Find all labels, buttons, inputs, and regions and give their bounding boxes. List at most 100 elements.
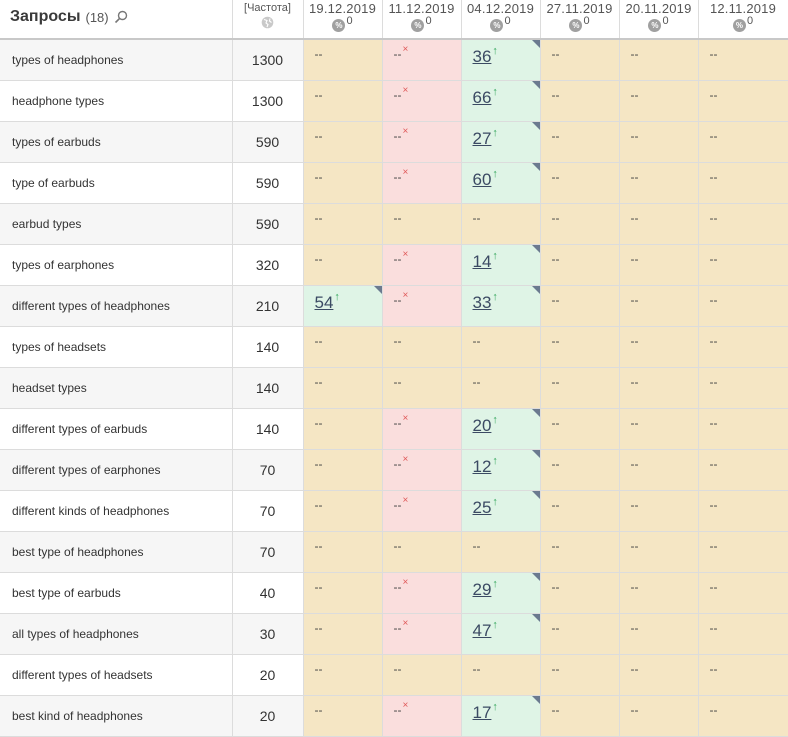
- no-position-text: --: [393, 210, 402, 225]
- percent-icon[interactable]: %: [411, 19, 425, 32]
- query-cell[interactable]: best kind of headphones: [0, 695, 233, 737]
- frequency-column-header[interactable]: [Частота]: [232, 0, 304, 39]
- no-data-cell: --: [303, 80, 383, 122]
- date-column-header[interactable]: 11.12.2019 % 0: [382, 0, 462, 39]
- dropped-cell: --×: [382, 80, 462, 122]
- corner-marker-icon[interactable]: [531, 40, 540, 48]
- corner-marker-icon[interactable]: [373, 285, 382, 294]
- no-position-text: --: [551, 497, 560, 512]
- date-column-header[interactable]: 27.11.2019 % 0: [540, 0, 620, 39]
- no-position-text: --: [314, 579, 323, 594]
- position-link[interactable]: 25: [472, 497, 492, 517]
- table-row: types of headphones 1300 -- --× 36↑ -- -- --: [0, 39, 788, 81]
- no-position-text: --: [393, 415, 402, 430]
- arrow-up-icon: ↑: [492, 45, 498, 57]
- no-position-text: --: [709, 128, 718, 143]
- query-cell[interactable]: different types of headsets: [0, 654, 233, 696]
- query-cell[interactable]: different types of earbuds: [0, 408, 233, 450]
- frequency-cell: 320: [232, 244, 304, 286]
- no-data-cell: --: [540, 408, 620, 450]
- no-data-cell: --: [303, 203, 383, 245]
- position-link[interactable]: 66: [472, 87, 492, 107]
- no-position-text: --: [314, 169, 323, 184]
- percent-icon[interactable]: %: [332, 19, 346, 32]
- query-cell[interactable]: types of earbuds: [0, 121, 233, 163]
- query-cell[interactable]: types of headsets: [0, 326, 233, 368]
- corner-marker-icon[interactable]: [531, 80, 540, 89]
- no-data-cell: --: [619, 80, 699, 122]
- corner-marker-icon[interactable]: [531, 572, 540, 581]
- position-link[interactable]: 47: [472, 620, 492, 640]
- query-cell[interactable]: different types of earphones: [0, 449, 233, 491]
- position-link[interactable]: 33: [472, 292, 492, 312]
- rank-cell: 47↑: [461, 613, 541, 655]
- position-link[interactable]: 54: [314, 292, 334, 312]
- query-cell[interactable]: different types of headphones: [0, 285, 233, 327]
- corner-marker-icon[interactable]: [531, 449, 540, 458]
- query-cell[interactable]: types of earphones: [0, 244, 233, 286]
- no-position-text: --: [551, 251, 560, 266]
- corner-marker-icon[interactable]: [531, 162, 540, 171]
- dropped-cell: --×: [382, 162, 462, 204]
- percent-icon[interactable]: %: [732, 19, 746, 32]
- query-cell[interactable]: types of headphones: [0, 39, 233, 81]
- table-row: different types of headsets 20 -- -- -- -- -- -…: [0, 654, 788, 696]
- corner-marker-icon[interactable]: [531, 408, 540, 417]
- cross-icon: ×: [402, 84, 409, 96]
- position-link[interactable]: 36: [472, 47, 492, 66]
- corner-marker-icon[interactable]: [531, 490, 540, 499]
- query-cell[interactable]: headset types: [0, 367, 233, 409]
- no-position-text: --: [472, 538, 481, 553]
- dropped-cell: --×: [382, 244, 462, 286]
- cross-icon: ×: [402, 125, 409, 137]
- no-data-cell: --: [698, 39, 788, 81]
- no-data-cell: --: [698, 162, 788, 204]
- no-data-cell: --: [461, 203, 541, 245]
- percent-icon[interactable]: %: [648, 19, 662, 32]
- table-row: best kind of headphones 20 -- --× 17↑ -- -- --: [0, 695, 788, 737]
- no-data-cell: --: [303, 572, 383, 614]
- percent-value: 0: [662, 15, 669, 27]
- position-link[interactable]: 12: [472, 456, 492, 476]
- query-cell[interactable]: different kinds of headphones: [0, 490, 233, 532]
- percent-icon[interactable]: %: [569, 19, 583, 32]
- query-cell[interactable]: best type of earbuds: [0, 572, 233, 614]
- query-cell[interactable]: all types of headphones: [0, 613, 233, 655]
- no-position-text: --: [393, 87, 402, 102]
- no-position-text: --: [709, 538, 718, 553]
- percent-icon[interactable]: %: [490, 19, 504, 32]
- corner-marker-icon[interactable]: [531, 695, 540, 704]
- position-link[interactable]: 14: [472, 251, 492, 271]
- no-position-text: --: [630, 661, 639, 676]
- no-position-text: --: [551, 456, 560, 471]
- position-link[interactable]: 20: [472, 415, 492, 435]
- no-position-text: --: [551, 620, 560, 635]
- position-link[interactable]: 60: [472, 169, 492, 189]
- corner-marker-icon[interactable]: [531, 285, 540, 294]
- date-column-header[interactable]: 19.12.2019 % 0: [303, 0, 383, 39]
- no-data-cell: --: [619, 39, 699, 81]
- frequency-cell: 20: [232, 654, 304, 696]
- query-cell[interactable]: best type of headphones: [0, 531, 233, 573]
- date-label: 19.12.2019: [308, 1, 377, 16]
- no-data-cell: --: [619, 531, 699, 573]
- dropped-cell: --×: [382, 285, 462, 327]
- query-cell[interactable]: headphone types: [0, 80, 233, 122]
- date-column-header[interactable]: 04.12.2019 % 0: [461, 0, 541, 39]
- position-link[interactable]: 27: [472, 128, 492, 148]
- corner-marker-icon[interactable]: [531, 613, 540, 622]
- corner-marker-icon[interactable]: [531, 121, 540, 130]
- date-column-header[interactable]: 12.11.2019 % 0: [698, 0, 788, 39]
- no-position-text: --: [393, 620, 402, 635]
- corner-marker-icon[interactable]: [531, 244, 540, 253]
- search-icon[interactable]: [114, 10, 128, 24]
- query-cell[interactable]: type of earbuds: [0, 162, 233, 204]
- no-data-cell: --: [698, 572, 788, 614]
- date-column-header[interactable]: 20.11.2019 % 0: [619, 0, 699, 39]
- no-position-text: --: [630, 87, 639, 102]
- position-link[interactable]: 17: [472, 702, 492, 722]
- position-link[interactable]: 29: [472, 579, 492, 599]
- query-cell[interactable]: earbud types: [0, 203, 233, 245]
- arrow-up-icon: ↑: [492, 85, 498, 98]
- no-data-cell: --: [303, 695, 383, 737]
